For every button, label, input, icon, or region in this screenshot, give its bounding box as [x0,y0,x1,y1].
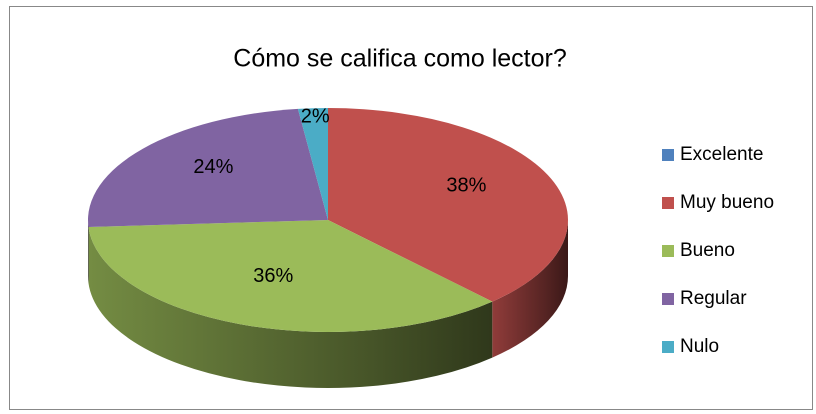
legend-label: Bueno [680,240,735,261]
slice [328,108,569,302]
slice [88,108,328,228]
slice [297,108,328,220]
slice [88,220,493,333]
legend-swatch [662,293,674,305]
slice-side [88,227,493,389]
slice-side [492,220,568,358]
data-label: 2% [301,105,330,127]
legend-swatch [662,149,674,161]
legend-label: Excelente [680,144,763,165]
data-label: 38% [446,175,486,197]
legend-swatch [662,245,674,257]
legend-label: Nulo [680,336,719,357]
legend-swatch [662,197,674,209]
chart-title: Cómo se califica como lector? [233,45,566,73]
data-label: 36% [253,265,293,287]
data-label: 24% [193,156,233,178]
legend-label: Muy bueno [680,192,774,213]
legend-label: Regular [680,288,747,309]
legend-swatch [662,341,674,353]
